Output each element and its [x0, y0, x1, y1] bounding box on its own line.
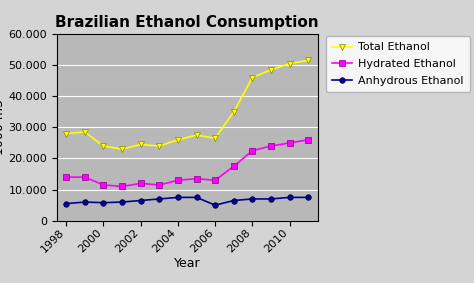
Legend: Total Ethanol, Hydrated Ethanol, Anhydrous Ethanol: Total Ethanol, Hydrated Ethanol, Anhydro… — [326, 36, 470, 93]
Anhydrous Ethanol — [64, 202, 69, 205]
Total Ethanol — [82, 130, 88, 134]
Anhydrous Ethanol — [305, 196, 311, 199]
Total Ethanol — [305, 59, 311, 62]
Anhydrous Ethanol — [175, 196, 181, 199]
Anhydrous Ethanol — [156, 197, 162, 201]
Anhydrous Ethanol — [268, 197, 274, 201]
Hydrated Ethanol — [64, 175, 69, 179]
Hydrated Ethanol — [100, 183, 106, 187]
Hydrated Ethanol — [138, 182, 144, 185]
Hydrated Ethanol — [119, 185, 125, 188]
Anhydrous Ethanol — [138, 199, 144, 202]
Y-axis label: 1000 m3: 1000 m3 — [0, 99, 6, 155]
Line: Anhydrous Ethanol: Anhydrous Ethanol — [64, 195, 311, 208]
Line: Hydrated Ethanol: Hydrated Ethanol — [64, 137, 311, 189]
Total Ethanol — [231, 110, 237, 113]
Hydrated Ethanol — [82, 175, 88, 179]
Hydrated Ethanol — [305, 138, 311, 142]
Anhydrous Ethanol — [249, 197, 255, 201]
Total Ethanol — [249, 76, 255, 79]
Anhydrous Ethanol — [194, 196, 200, 199]
Total Ethanol — [138, 143, 144, 146]
Hydrated Ethanol — [268, 144, 274, 148]
Total Ethanol — [287, 62, 292, 65]
Total Ethanol — [119, 147, 125, 151]
Total Ethanol — [268, 68, 274, 72]
Hydrated Ethanol — [287, 141, 292, 145]
Anhydrous Ethanol — [82, 200, 88, 204]
Anhydrous Ethanol — [212, 203, 218, 207]
Title: Brazilian Ethanol Consumption: Brazilian Ethanol Consumption — [55, 15, 319, 30]
Total Ethanol — [194, 134, 200, 137]
Anhydrous Ethanol — [287, 196, 292, 199]
Hydrated Ethanol — [175, 179, 181, 182]
Anhydrous Ethanol — [100, 201, 106, 204]
Anhydrous Ethanol — [119, 200, 125, 204]
Line: Total Ethanol: Total Ethanol — [64, 58, 311, 152]
Hydrated Ethanol — [156, 183, 162, 187]
X-axis label: Year: Year — [174, 257, 201, 270]
Total Ethanol — [64, 132, 69, 135]
Hydrated Ethanol — [249, 149, 255, 152]
Total Ethanol — [175, 138, 181, 142]
Total Ethanol — [100, 144, 106, 148]
Hydrated Ethanol — [212, 179, 218, 182]
Anhydrous Ethanol — [231, 199, 237, 202]
Hydrated Ethanol — [231, 165, 237, 168]
Total Ethanol — [156, 144, 162, 148]
Hydrated Ethanol — [194, 177, 200, 181]
Total Ethanol — [212, 136, 218, 140]
